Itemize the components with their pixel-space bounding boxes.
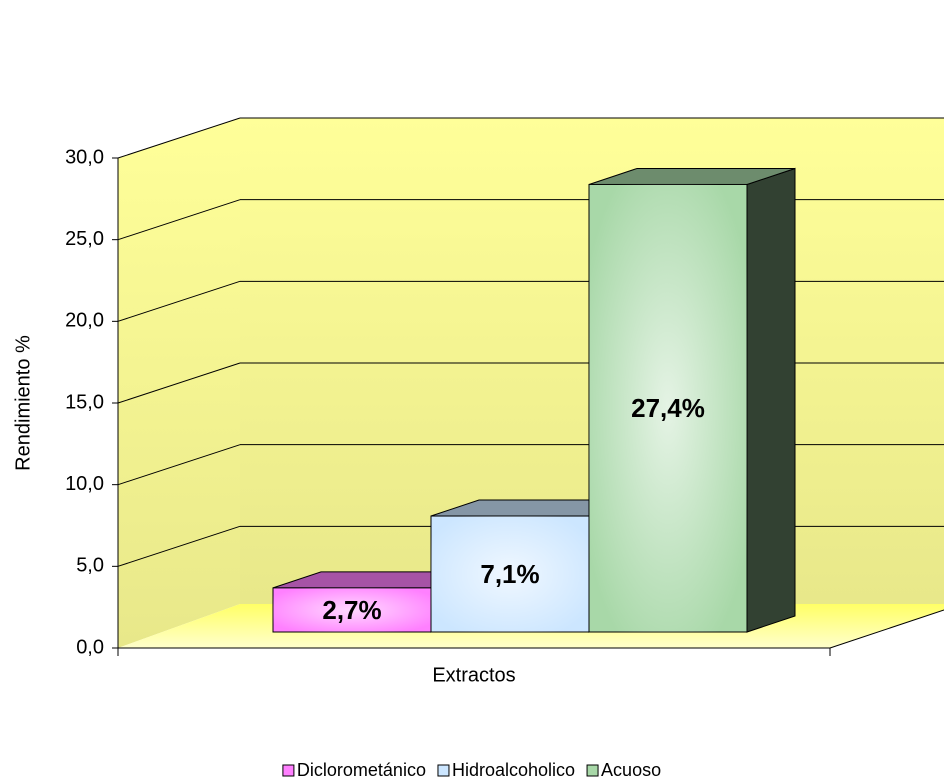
value-label: 2,7%: [322, 595, 381, 625]
y-tick-label: 10,0: [65, 473, 104, 495]
value-label: 7,1%: [480, 559, 539, 589]
y-tick-label: 20,0: [65, 310, 104, 332]
legend-swatch: [437, 764, 450, 777]
grid-line: [117, 199, 241, 241]
y-axis-label: Rendimiento %: [12, 335, 34, 471]
floor-edge: [829, 609, 944, 649]
legend-label: Hidroalcoholico: [452, 760, 575, 780]
bar-shine: [589, 184, 747, 632]
legend-swatch: [282, 764, 295, 777]
grid-line: [117, 117, 241, 159]
legend-label: Acuoso: [601, 760, 661, 780]
x-axis-label: Extractos: [432, 664, 515, 686]
legend-swatch: [586, 764, 599, 777]
grid-line: [117, 362, 241, 404]
y-tick-label: 25,0: [65, 228, 104, 250]
y-tick-label: 30,0: [65, 146, 104, 168]
y-tick-label: 0,0: [76, 636, 104, 658]
value-label: 27,4%: [631, 393, 705, 423]
bar-shine: [431, 516, 589, 632]
legend-label: Diclorometánico: [297, 760, 426, 780]
bar-shine: [273, 587, 431, 632]
grid-line: [117, 280, 241, 322]
bar-side: [746, 167, 796, 633]
y-tick-label: 5,0: [76, 555, 104, 577]
grid-line: [117, 525, 241, 567]
y-tick-label: 15,0: [65, 391, 104, 413]
grid-line: [117, 444, 241, 486]
